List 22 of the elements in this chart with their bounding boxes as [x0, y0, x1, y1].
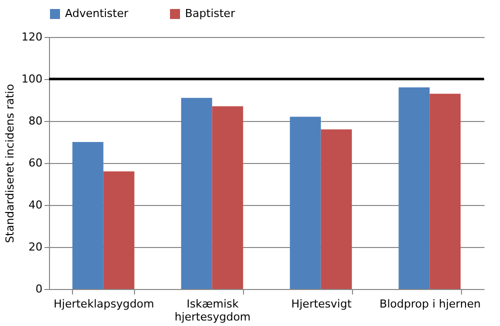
legend-label: Baptister: [185, 7, 236, 20]
bar: [320, 129, 352, 289]
y-tick-label: 60: [28, 156, 42, 170]
bar: [430, 94, 461, 289]
legend-label: Adventister: [65, 7, 129, 20]
y-axis-title: Standardiseret incidens ratio: [4, 84, 17, 243]
x-tick-label: Hjerteklapsygdom: [54, 298, 154, 310]
x-tick-label: Hjertesvigt: [291, 298, 352, 310]
y-tick-label: 40: [28, 198, 42, 212]
x-tick-label: Iskæmisk hjertesygdom: [174, 298, 251, 324]
bar: [181, 98, 212, 289]
bar: [398, 87, 430, 289]
bar: [290, 116, 321, 289]
y-tick-label: 100: [22, 72, 42, 86]
y-tick-label: 80: [28, 114, 42, 128]
bar: [212, 106, 244, 289]
y-tick-label: 120: [22, 30, 42, 44]
x-tick-label: Blodprop i hjernen: [380, 298, 481, 310]
y-tick-label: 0: [36, 282, 42, 296]
bar: [72, 142, 104, 289]
bar: [103, 171, 134, 289]
y-tick-label: 20: [28, 240, 42, 254]
